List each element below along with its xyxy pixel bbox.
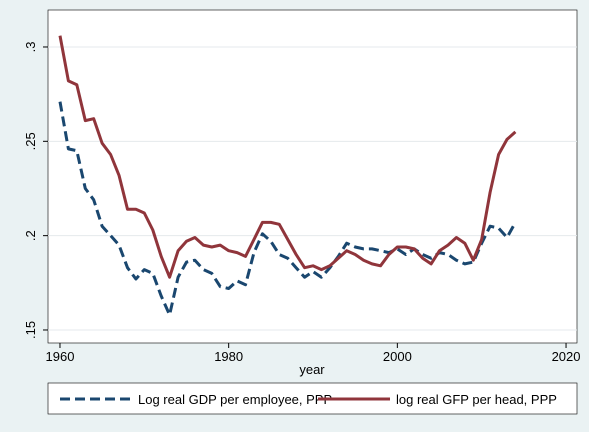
x-tick-label: 1960 [46, 349, 75, 364]
legend [47, 382, 578, 415]
plot-area [47, 9, 578, 344]
y-tick-label: .25 [23, 132, 38, 150]
series-line [58, 35, 517, 279]
legend-label: log real GFP per head, PPP [396, 392, 557, 407]
x-tick-label: 2020 [552, 349, 581, 364]
x-axis-title: year [299, 362, 325, 377]
y-tick-label: .3 [23, 42, 38, 53]
y-tick-label: .15 [23, 321, 38, 339]
y-tick-label: .2 [23, 230, 38, 241]
x-tick-label: 2000 [383, 349, 412, 364]
x-tick-label: 1980 [214, 349, 243, 364]
legend-label: Log real GDP per employee, PPP [138, 392, 332, 407]
